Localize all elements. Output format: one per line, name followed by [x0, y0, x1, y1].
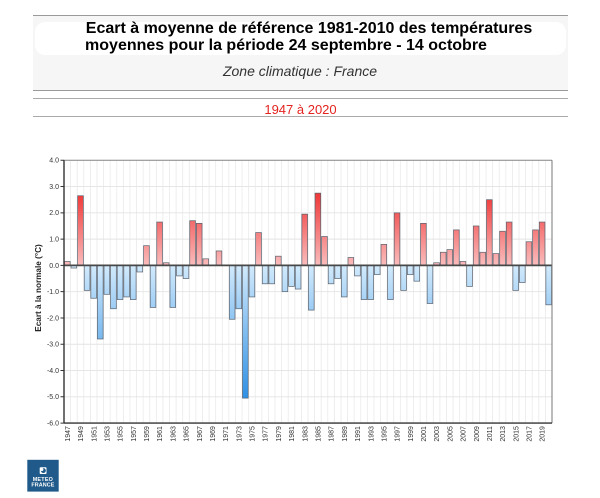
svg-text:1985: 1985	[315, 426, 322, 442]
svg-text:-4.0: -4.0	[47, 368, 59, 375]
svg-text:1995: 1995	[381, 426, 388, 442]
svg-text:METEO: METEO	[33, 477, 53, 483]
svg-text:2007: 2007	[461, 426, 468, 442]
svg-text:1971: 1971	[223, 426, 230, 442]
svg-text:1991: 1991	[355, 426, 362, 442]
svg-text:1949: 1949	[78, 426, 85, 442]
svg-text:1983: 1983	[302, 426, 309, 442]
svg-text:1961: 1961	[157, 426, 164, 442]
svg-text:-2.0: -2.0	[47, 315, 59, 322]
svg-text:1981: 1981	[289, 426, 296, 442]
svg-text:-5.0: -5.0	[47, 394, 59, 401]
svg-text:-6.0: -6.0	[47, 420, 59, 427]
svg-text:2015: 2015	[513, 426, 520, 442]
svg-text:1967: 1967	[197, 426, 204, 442]
svg-text:2.0: 2.0	[49, 210, 59, 217]
svg-text:1947: 1947	[65, 426, 72, 442]
svg-text:2001: 2001	[421, 426, 428, 442]
svg-text:0.0: 0.0	[49, 263, 59, 270]
svg-text:2013: 2013	[500, 426, 507, 442]
svg-text:1951: 1951	[91, 426, 98, 442]
svg-text:1993: 1993	[368, 426, 375, 442]
svg-text:1955: 1955	[118, 426, 125, 442]
svg-text:1965: 1965	[184, 426, 191, 442]
svg-text:1997: 1997	[395, 426, 402, 442]
svg-text:-1.0: -1.0	[47, 289, 59, 296]
svg-text:2009: 2009	[474, 426, 481, 442]
svg-text:1975: 1975	[250, 426, 257, 442]
svg-text:Ecart à la normale (°C): Ecart à la normale (°C)	[34, 244, 43, 332]
svg-text:2017: 2017	[527, 426, 534, 442]
svg-text:2003: 2003	[434, 426, 441, 442]
svg-text:1.0: 1.0	[49, 237, 59, 244]
svg-text:1969: 1969	[210, 426, 217, 442]
svg-text:FRANCE: FRANCE	[31, 482, 54, 488]
svg-text:1953: 1953	[104, 426, 111, 442]
svg-text:1959: 1959	[144, 426, 151, 442]
svg-text:2019: 2019	[540, 426, 547, 442]
svg-text:1963: 1963	[170, 426, 177, 442]
svg-text:1979: 1979	[276, 426, 283, 442]
svg-text:1999: 1999	[408, 426, 415, 442]
svg-text:2011: 2011	[487, 426, 494, 441]
svg-text:1987: 1987	[329, 426, 336, 442]
svg-text:1973: 1973	[236, 426, 243, 442]
svg-text:4.0: 4.0	[49, 158, 59, 165]
svg-text:1989: 1989	[342, 426, 349, 442]
svg-text:-3.0: -3.0	[47, 342, 59, 349]
svg-text:2005: 2005	[447, 426, 454, 442]
svg-text:1957: 1957	[131, 426, 138, 442]
svg-text:3.0: 3.0	[49, 184, 59, 191]
svg-text:1977: 1977	[263, 426, 270, 442]
